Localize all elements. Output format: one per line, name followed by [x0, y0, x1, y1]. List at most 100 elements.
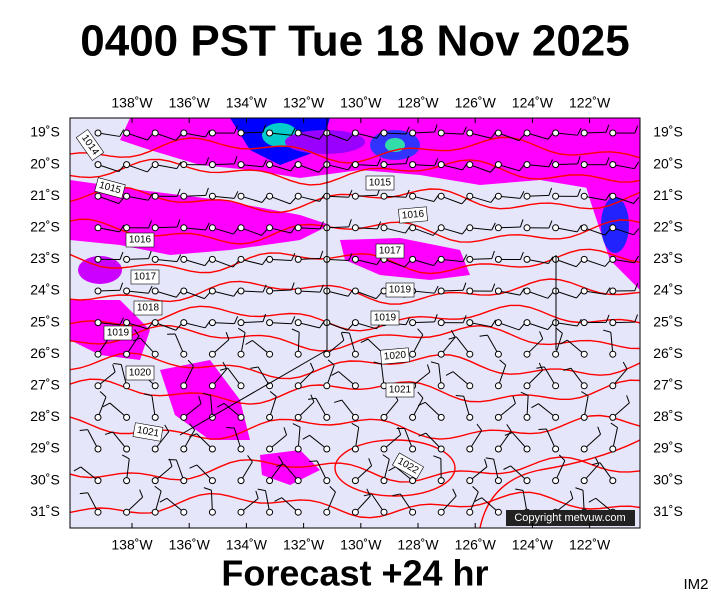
station	[438, 383, 444, 389]
isobar-value: 1020	[129, 368, 152, 379]
station	[152, 193, 158, 199]
image-id: IM2	[683, 576, 708, 593]
longitude-label: 132˚W	[283, 537, 325, 553]
station	[352, 351, 358, 357]
station	[438, 256, 444, 262]
station	[152, 288, 158, 294]
station	[324, 446, 330, 452]
station	[238, 320, 244, 326]
station	[209, 288, 215, 294]
station	[610, 320, 616, 326]
latitude-label: 28˚S	[30, 408, 60, 424]
station	[524, 351, 530, 357]
station	[352, 130, 358, 136]
latitude-label: 25˚S	[653, 313, 683, 329]
station	[581, 414, 587, 420]
station	[610, 162, 616, 168]
station	[238, 414, 244, 420]
station	[581, 478, 587, 484]
station	[152, 383, 158, 389]
isobar-value: 1015	[369, 178, 392, 189]
station	[381, 130, 387, 136]
station	[295, 225, 301, 231]
longitude-label: 138˚W	[111, 95, 153, 111]
station	[467, 225, 473, 231]
station	[152, 162, 158, 168]
station	[295, 320, 301, 326]
station	[295, 193, 301, 199]
station	[295, 478, 301, 484]
isobar-label: 1016	[126, 233, 154, 247]
station	[581, 320, 587, 326]
station	[152, 256, 158, 262]
latitude-label: 22˚S	[653, 219, 683, 235]
station	[581, 288, 587, 294]
station	[553, 130, 559, 136]
latitude-label: 26˚S	[30, 345, 60, 361]
station	[152, 509, 158, 515]
isobar-label: 1019	[371, 311, 399, 325]
latitude-label: 20˚S	[30, 155, 60, 171]
station	[295, 351, 301, 357]
station	[524, 193, 530, 199]
station	[238, 351, 244, 357]
station	[152, 320, 158, 326]
station	[124, 478, 130, 484]
latitude-label: 22˚S	[30, 219, 60, 235]
station	[95, 414, 101, 420]
station	[295, 288, 301, 294]
station	[524, 446, 530, 452]
station	[124, 320, 130, 326]
isobar-label: 1017	[131, 270, 159, 284]
station	[95, 446, 101, 452]
station	[467, 383, 473, 389]
station	[209, 193, 215, 199]
isobar-value: 1017	[379, 246, 402, 257]
isobar-label: 1019	[386, 283, 414, 297]
station	[438, 414, 444, 420]
station	[381, 193, 387, 199]
latitude-label: 31˚S	[653, 503, 683, 519]
isobar-value: 1020	[383, 350, 407, 363]
station	[295, 509, 301, 515]
station	[238, 288, 244, 294]
isobar-label: 1019	[104, 326, 132, 340]
latitude-label: 21˚S	[30, 187, 60, 203]
map-area: Copyright metvuw.com	[70, 118, 640, 528]
station	[181, 446, 187, 452]
station	[610, 446, 616, 452]
isobar-label: 1016	[398, 207, 427, 223]
station	[410, 256, 416, 262]
station	[495, 288, 501, 294]
isobar-value: 1021	[389, 385, 412, 396]
station	[438, 162, 444, 168]
station	[124, 225, 130, 231]
station	[610, 256, 616, 262]
station	[95, 130, 101, 136]
station	[324, 383, 330, 389]
station	[581, 446, 587, 452]
station	[295, 383, 301, 389]
station	[181, 130, 187, 136]
station	[209, 478, 215, 484]
barb-flag	[226, 428, 234, 429]
station	[438, 509, 444, 515]
station	[267, 320, 273, 326]
station	[152, 351, 158, 357]
latitude-label: 26˚S	[653, 345, 683, 361]
latitude-label: 20˚S	[653, 155, 683, 171]
station	[581, 193, 587, 199]
station	[381, 446, 387, 452]
station	[581, 256, 587, 262]
station	[524, 162, 530, 168]
station	[438, 193, 444, 199]
station	[553, 414, 559, 420]
caption: Forecast +24 hr	[221, 553, 488, 594]
station	[524, 478, 530, 484]
latitude-label: 27˚S	[653, 377, 683, 393]
isobar-value: 1019	[389, 285, 412, 296]
longitude-label: 136˚W	[169, 537, 211, 553]
station	[467, 288, 473, 294]
latitude-label: 29˚S	[653, 440, 683, 456]
